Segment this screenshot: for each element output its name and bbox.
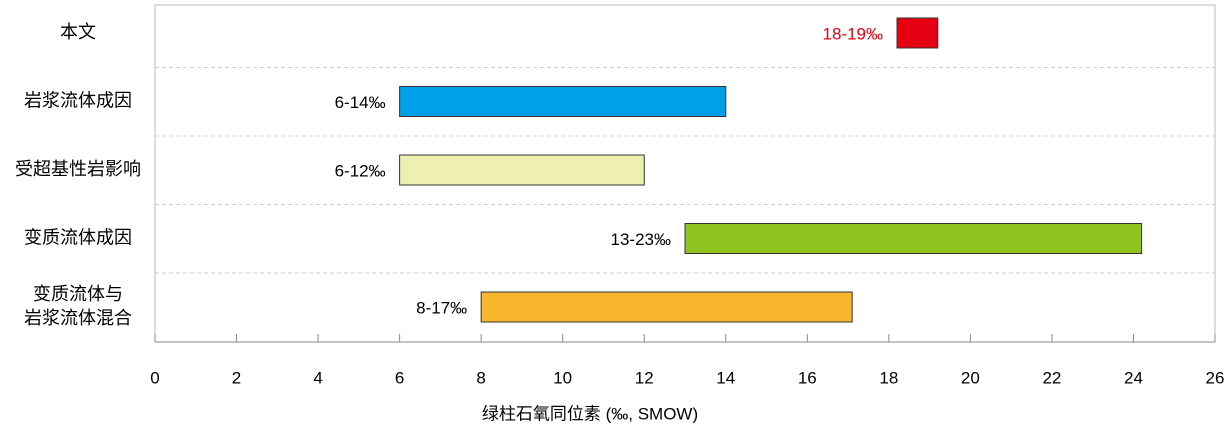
x-tick-label: 0 [150, 368, 159, 387]
x-tick-label: 22 [1042, 368, 1061, 387]
range-bar [896, 17, 939, 49]
x-tick-label: 18 [879, 368, 898, 387]
category-label: 岩浆流体混合 [24, 308, 132, 329]
x-tick-label: 26 [1206, 368, 1225, 387]
range-bar [684, 223, 1143, 254]
range-bar [399, 86, 727, 117]
plot-frame [154, 4, 1216, 343]
category-label: 本文 [60, 22, 96, 43]
x-tick-label: 2 [232, 368, 241, 387]
category-label: 受超基性岩影响 [15, 159, 141, 180]
range-bar [399, 154, 645, 186]
x-tick-label: 4 [313, 368, 322, 387]
x-tick-label: 12 [635, 368, 654, 387]
x-tick-label: 16 [798, 368, 817, 387]
value-label: 13-23‰ [611, 230, 671, 249]
value-label: 8-17‰ [416, 298, 467, 317]
x-tick-label: 6 [395, 368, 404, 387]
value-label: 6-12‰ [335, 161, 386, 180]
x-tick-label: 10 [553, 368, 572, 387]
category-label: 变质流体成因 [24, 228, 132, 249]
x-tick-label: 14 [716, 368, 735, 387]
value-label: 6-14‰ [335, 93, 386, 112]
category-label: 变质流体与 [33, 284, 123, 305]
value-label: 18-19‰ [823, 24, 883, 43]
x-axis-title: 绿柱石氧同位素 (‰, SMOW) [482, 404, 698, 423]
x-tick-label: 8 [476, 368, 485, 387]
range-bar [480, 291, 853, 323]
x-tick-label: 20 [961, 368, 980, 387]
x-tick-label: 24 [1124, 368, 1143, 387]
category-label: 岩浆流体成因 [24, 91, 132, 112]
